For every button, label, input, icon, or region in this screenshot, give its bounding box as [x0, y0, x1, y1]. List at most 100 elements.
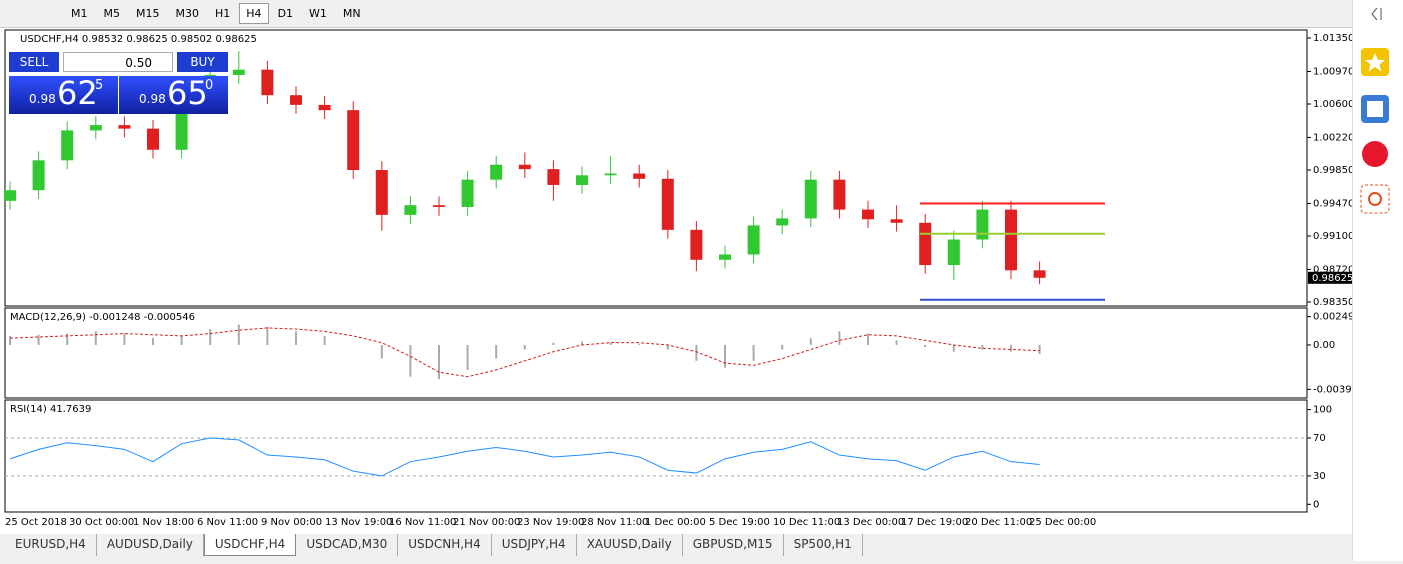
timeframe-button[interactable]: H4 [239, 3, 269, 24]
x-tick-label: 30 Oct 00:00 [69, 517, 134, 528]
macd-panel [4, 307, 1308, 399]
macd-bar [781, 344, 784, 350]
candle-body [89, 125, 102, 131]
candle-body [518, 164, 531, 170]
x-tick-label: 6 Nov 11:00 [197, 517, 258, 528]
macd-bar [867, 333, 869, 345]
macd-bar [1038, 344, 1041, 355]
chart-title: USDCHF,H4 0.98532 0.98625 0.98502 0.9862… [20, 34, 257, 45]
y-tick-label: 0.98350 [1313, 297, 1352, 308]
symbol-tab[interactable]: AUDUSD,Daily [97, 534, 204, 556]
weibo-icon[interactable] [1362, 141, 1388, 167]
x-tick-label: 13 Dec 00:00 [837, 517, 904, 528]
timeframe-button[interactable]: M1 [71, 7, 88, 20]
candle-body [719, 254, 731, 260]
y-tick-label: 0 [1313, 499, 1319, 510]
macd-bar [695, 344, 698, 361]
mail-icon[interactable] [1360, 184, 1390, 214]
candle-body [433, 205, 445, 207]
candle-body [804, 179, 817, 219]
y-tick-label: 0.99470 [1313, 198, 1352, 209]
buy-button[interactable]: BUY [177, 52, 228, 72]
macd-signal [9, 327, 1040, 378]
timeframe-button[interactable]: H1 [215, 7, 231, 20]
x-tick-label: 5 Dec 19:00 [709, 517, 770, 528]
macd-bar [809, 338, 812, 345]
sell-button[interactable]: SELL [9, 52, 59, 72]
at-sign [1368, 192, 1382, 206]
candle-body [232, 69, 245, 75]
timeframe-button[interactable]: M30 [175, 7, 200, 20]
macd-bar [209, 329, 212, 345]
timeframe-button[interactable]: M5 [103, 7, 121, 20]
candle-body [490, 164, 503, 180]
candle-body [318, 104, 331, 111]
y-tick-label: 1.00600 [1313, 99, 1352, 110]
x-tick-label: 25 Oct 2018 [5, 517, 67, 528]
main-panel [4, 29, 1308, 307]
macd-bar [724, 344, 726, 368]
macd-bar [266, 326, 269, 345]
candle-body [1033, 270, 1046, 278]
ask-box[interactable]: 0.98 65 0 [119, 74, 228, 114]
candle-body [375, 170, 388, 215]
macd-bar [552, 342, 555, 345]
sidebar [1352, 0, 1403, 561]
macd-bar [123, 333, 126, 345]
y-tick-label: 1.00220 [1313, 132, 1352, 143]
bid-box[interactable]: 0.98 62 5 [9, 74, 118, 114]
symbol-tab[interactable]: USDJPY,H4 [492, 534, 577, 556]
trade-panel: SELL 0.50 BUY 0.98 62 5 0.98 65 0 [9, 52, 228, 114]
macd-bar [752, 344, 755, 361]
timeframe-button[interactable]: M15 [136, 7, 160, 20]
y-tick-label: 0.002492 [1313, 312, 1352, 323]
toolbar: M1 M5 M15 M30 H1 H4 D1 W1 MN [0, 0, 1352, 28]
y-tick-label: 0.00 [1313, 340, 1335, 351]
macd-bar [9, 335, 11, 345]
collapse-icon[interactable] [1371, 7, 1382, 21]
candle-body [404, 205, 417, 215]
candle-body [147, 128, 159, 150]
symbol-tab[interactable]: SP500,H1 [784, 534, 863, 556]
macd-bar [409, 344, 412, 377]
timeframe-button[interactable]: W1 [309, 7, 327, 20]
candle-body [690, 229, 703, 260]
symbol-tab[interactable]: EURUSD,H4 [5, 534, 97, 556]
ask-big: 65 [167, 74, 208, 112]
rsi-line [9, 437, 1040, 477]
candle-body [347, 110, 360, 170]
macd-bar [952, 344, 955, 352]
macd-bar [581, 341, 583, 345]
x-tick-label: 16 Nov 11:00 [389, 517, 456, 528]
symbol-tab[interactable]: GBPUSD,M15 [683, 534, 784, 556]
macd-bar [981, 344, 984, 350]
star [1365, 53, 1385, 72]
lot-input[interactable]: 0.50 [63, 52, 173, 72]
macd-bar [237, 324, 240, 345]
symbol-tab[interactable]: XAUUSD,Daily [577, 534, 683, 556]
timeframe-button[interactable]: MN [342, 7, 361, 20]
macd-bar [638, 343, 641, 345]
macd-bar [380, 344, 383, 359]
macd-bar [295, 331, 297, 345]
candle-body [633, 173, 646, 179]
symbol-tab[interactable]: USDCAD,M30 [296, 534, 399, 556]
x-tick-label: 1 Dec 00:00 [645, 517, 706, 528]
timeframe-button[interactable]: D1 [277, 7, 294, 20]
macd-bar [323, 335, 326, 345]
x-tick-label: 10 Dec 11:00 [773, 517, 840, 528]
macd-bar [152, 338, 154, 345]
symbol-tab[interactable]: USDCNH,H4 [398, 534, 492, 556]
x-tick-label: 9 Nov 00:00 [261, 517, 322, 528]
current-price: 0.98625 [1312, 273, 1352, 284]
y-tick-label: 1.01350 [1313, 33, 1352, 44]
macd-bar [666, 344, 669, 350]
y-tick-label: 100 [1313, 405, 1332, 416]
y-tick-label: -0.003913 [1313, 384, 1352, 395]
candle-body [61, 130, 74, 161]
symbol-tab[interactable]: USDCHF,H4 [203, 534, 297, 556]
candle-body [747, 225, 760, 255]
macd-bar [523, 344, 526, 350]
candle-body [919, 222, 932, 266]
